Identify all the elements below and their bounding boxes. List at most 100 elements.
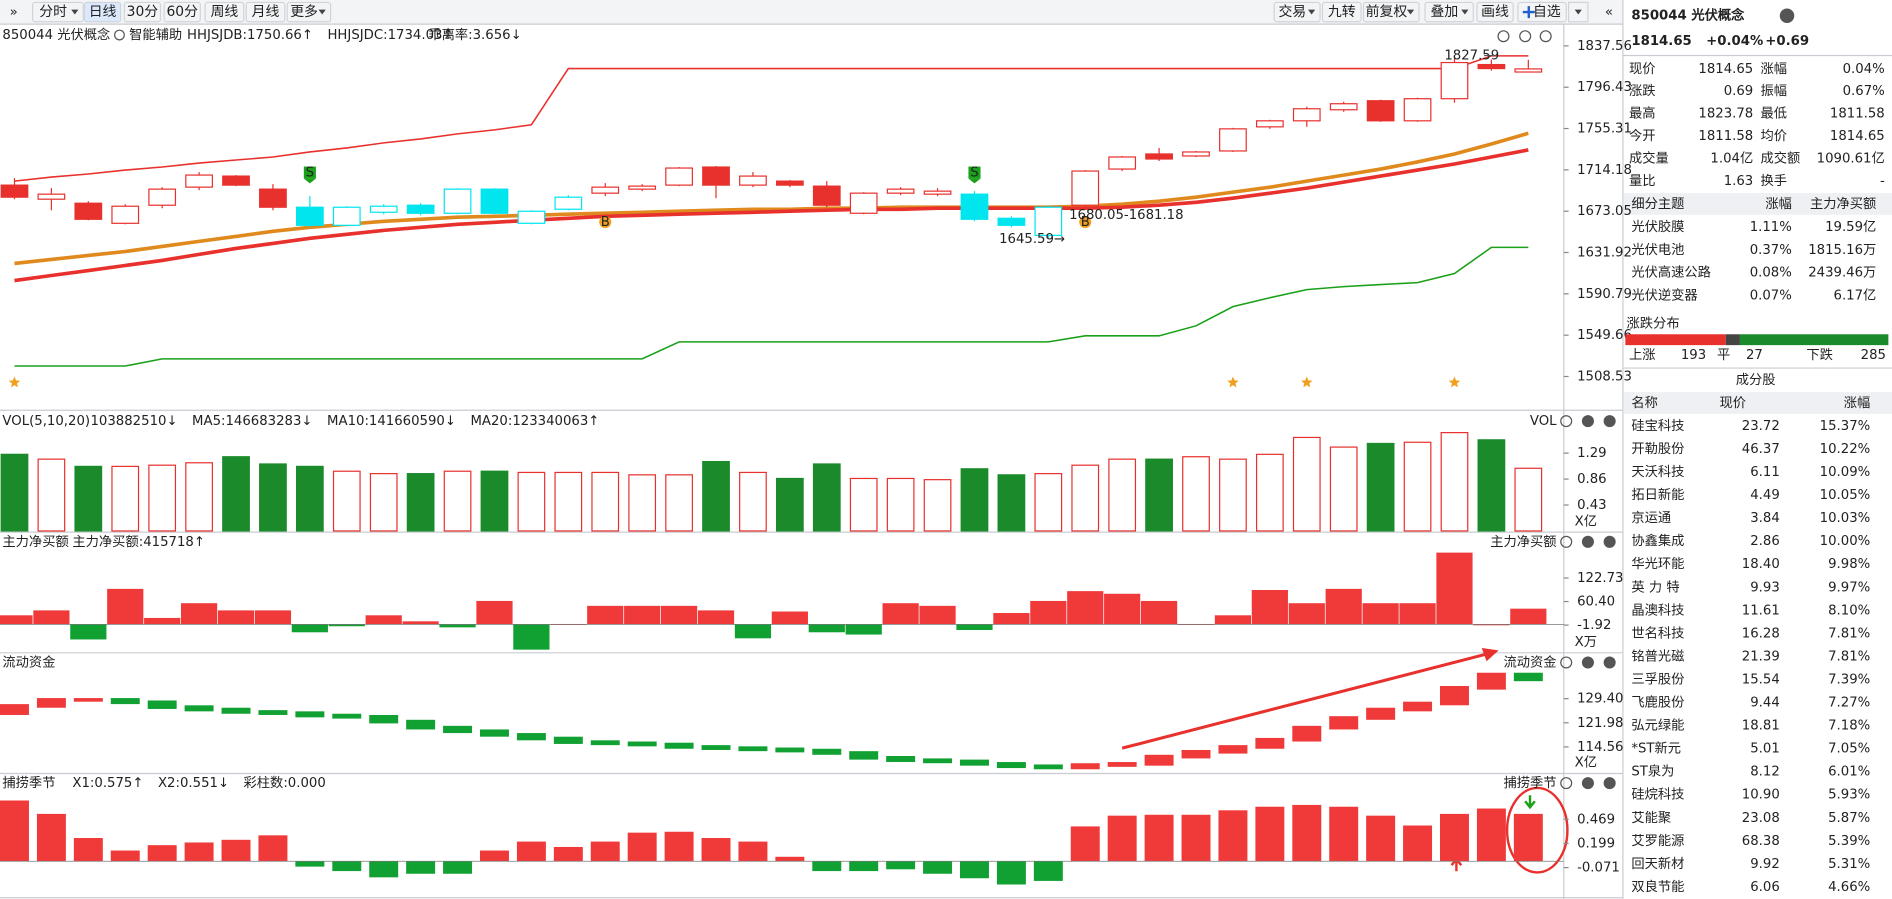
settings-icon[interactable] xyxy=(1560,535,1573,548)
tool-label[interactable]: 画线 xyxy=(1481,4,1509,20)
close-icon[interactable] xyxy=(1603,656,1616,669)
close-icon[interactable] xyxy=(1603,415,1616,428)
constituent-cell: 10.00% xyxy=(1820,534,1871,549)
dropdown-icon[interactable] xyxy=(318,9,326,15)
flow-bar xyxy=(443,725,473,734)
constituent-cell: 9.44 xyxy=(1750,696,1780,711)
dropdown-icon[interactable] xyxy=(1574,9,1582,15)
tool-label[interactable]: 交易 xyxy=(1278,3,1306,20)
constituent-cell[interactable]: 华光环能 xyxy=(1631,556,1684,572)
help-icon[interactable] xyxy=(1581,415,1594,428)
constituent-cell[interactable]: 协鑫集成 xyxy=(1631,532,1684,549)
settings-icon[interactable] xyxy=(1560,415,1573,428)
band-line xyxy=(14,246,1529,367)
close-icon[interactable] xyxy=(1603,777,1616,790)
dropdown-icon[interactable] xyxy=(1406,9,1415,15)
tab-button[interactable] xyxy=(245,1,286,23)
distribution-bar xyxy=(1725,334,1740,346)
constituent-cell[interactable]: 三孚股份 xyxy=(1631,671,1684,687)
info-icon[interactable] xyxy=(1779,8,1795,23)
tab-button[interactable] xyxy=(83,1,122,23)
pane-label: MA5:146683283↓ xyxy=(192,414,313,429)
constituent-cell[interactable]: 弘元绿能 xyxy=(1631,718,1684,734)
tool-label[interactable]: 九转 xyxy=(1328,4,1356,20)
constituent-cell[interactable]: 艾能聚 xyxy=(1631,810,1671,826)
refresh-icon[interactable] xyxy=(1497,30,1510,43)
tool-button[interactable] xyxy=(1476,1,1514,23)
constituent-cell[interactable]: 硅宝科技 xyxy=(1631,418,1684,434)
constituent-cell[interactable]: 铭普光磁 xyxy=(1631,648,1684,664)
tab-button[interactable] xyxy=(204,1,245,23)
tab-label[interactable]: 日线 xyxy=(89,4,117,20)
constituent-cell[interactable]: 开勒股份 xyxy=(1631,441,1684,457)
flow-bar xyxy=(959,759,989,766)
expand-icon[interactable]: « xyxy=(1605,5,1613,20)
settings-icon[interactable] xyxy=(1560,777,1573,790)
bar xyxy=(849,861,879,872)
tool-button[interactable] xyxy=(1321,1,1362,23)
assistant-icon[interactable] xyxy=(114,29,125,41)
constituent-cell[interactable]: 英 力 特 xyxy=(1631,578,1679,595)
constituent-cell[interactable]: 硅烷科技 xyxy=(1631,787,1684,803)
tab-button[interactable] xyxy=(31,1,84,23)
bar xyxy=(775,856,805,862)
constituent-cell[interactable]: 拓日新能 xyxy=(1631,487,1684,503)
constituent-cell[interactable]: 晶澳科技 xyxy=(1631,602,1684,618)
tab-button[interactable] xyxy=(123,1,162,23)
tab-label[interactable]: 周线 xyxy=(211,4,239,20)
flow-bar xyxy=(849,751,879,760)
constituent-cell[interactable]: 天沃科技 xyxy=(1631,464,1684,480)
help-icon[interactable] xyxy=(1581,656,1594,669)
y-tick-label: 1673.05 xyxy=(1577,204,1632,219)
field-label: 换手 xyxy=(1760,173,1787,189)
y-tick-label: 114.56 xyxy=(1577,740,1623,755)
close-icon[interactable] xyxy=(1603,535,1616,548)
constituent-cell[interactable]: 回天新材 xyxy=(1631,856,1684,872)
constituent-cell[interactable]: 飞鹿股份 xyxy=(1631,694,1684,711)
tool-label[interactable]: 前复权 xyxy=(1366,3,1408,20)
constituent-cell[interactable]: 世名科技 xyxy=(1631,625,1684,641)
tab-button[interactable] xyxy=(163,1,201,23)
tab-label[interactable]: 60分 xyxy=(166,4,198,20)
legend-label: HHJSJDB:1750.66↑ xyxy=(187,28,313,43)
theme-cell[interactable]: 光伏高速公路 xyxy=(1631,264,1711,281)
tab-label[interactable]: 30分 xyxy=(127,4,159,20)
dropdown-icon[interactable] xyxy=(71,9,79,15)
assistant-label[interactable]: 智能辅助 xyxy=(129,27,182,43)
tool-button[interactable] xyxy=(1424,1,1474,23)
constituent-cell[interactable]: *ST新元 xyxy=(1631,741,1681,757)
collapse-icon[interactable]: » xyxy=(10,5,18,20)
tab-label[interactable]: 月线 xyxy=(252,4,280,20)
tab-label[interactable]: 更多 xyxy=(290,3,318,20)
volume-bar xyxy=(1219,458,1247,532)
tab-label[interactable]: 分时 xyxy=(39,4,67,20)
theme-cell[interactable]: 光伏逆变器 xyxy=(1631,288,1697,304)
minus-icon[interactable] xyxy=(1539,30,1552,43)
flow-bar xyxy=(553,736,583,744)
tool-button[interactable] xyxy=(1273,1,1321,23)
theme-cell[interactable]: 光伏胶膜 xyxy=(1631,218,1684,235)
sell-signal-label: S xyxy=(306,166,314,181)
theme-cell[interactable]: 光伏电池 xyxy=(1631,242,1684,258)
volume-bar xyxy=(1145,458,1173,532)
constituent-cell[interactable]: 京运通 xyxy=(1631,510,1671,526)
constituent-cell[interactable]: ST泉为 xyxy=(1631,763,1674,780)
constituent-cell: 23.08 xyxy=(1742,811,1780,826)
help-icon[interactable] xyxy=(1581,535,1594,548)
plus-icon[interactable] xyxy=(1522,6,1535,19)
pane-right-label: 主力净买额 xyxy=(1490,534,1556,550)
constituent-cell[interactable]: 双良节能 xyxy=(1631,879,1684,895)
tool-button[interactable] xyxy=(1362,1,1420,23)
settings-icon[interactable] xyxy=(1560,656,1573,669)
add-icon[interactable] xyxy=(1519,30,1532,43)
tool-label[interactable]: 自选 xyxy=(1533,4,1561,20)
tab-button[interactable] xyxy=(286,1,332,23)
flow-bar xyxy=(1403,701,1433,712)
dropdown-icon[interactable] xyxy=(1461,9,1469,15)
dropdown-icon[interactable] xyxy=(1307,9,1316,15)
theme-header: 涨幅 xyxy=(1765,196,1792,212)
candle-body xyxy=(406,204,435,214)
tool-label[interactable]: 叠加 xyxy=(1430,4,1458,20)
help-icon[interactable] xyxy=(1581,777,1594,790)
constituent-cell[interactable]: 艾罗能源 xyxy=(1631,833,1684,849)
